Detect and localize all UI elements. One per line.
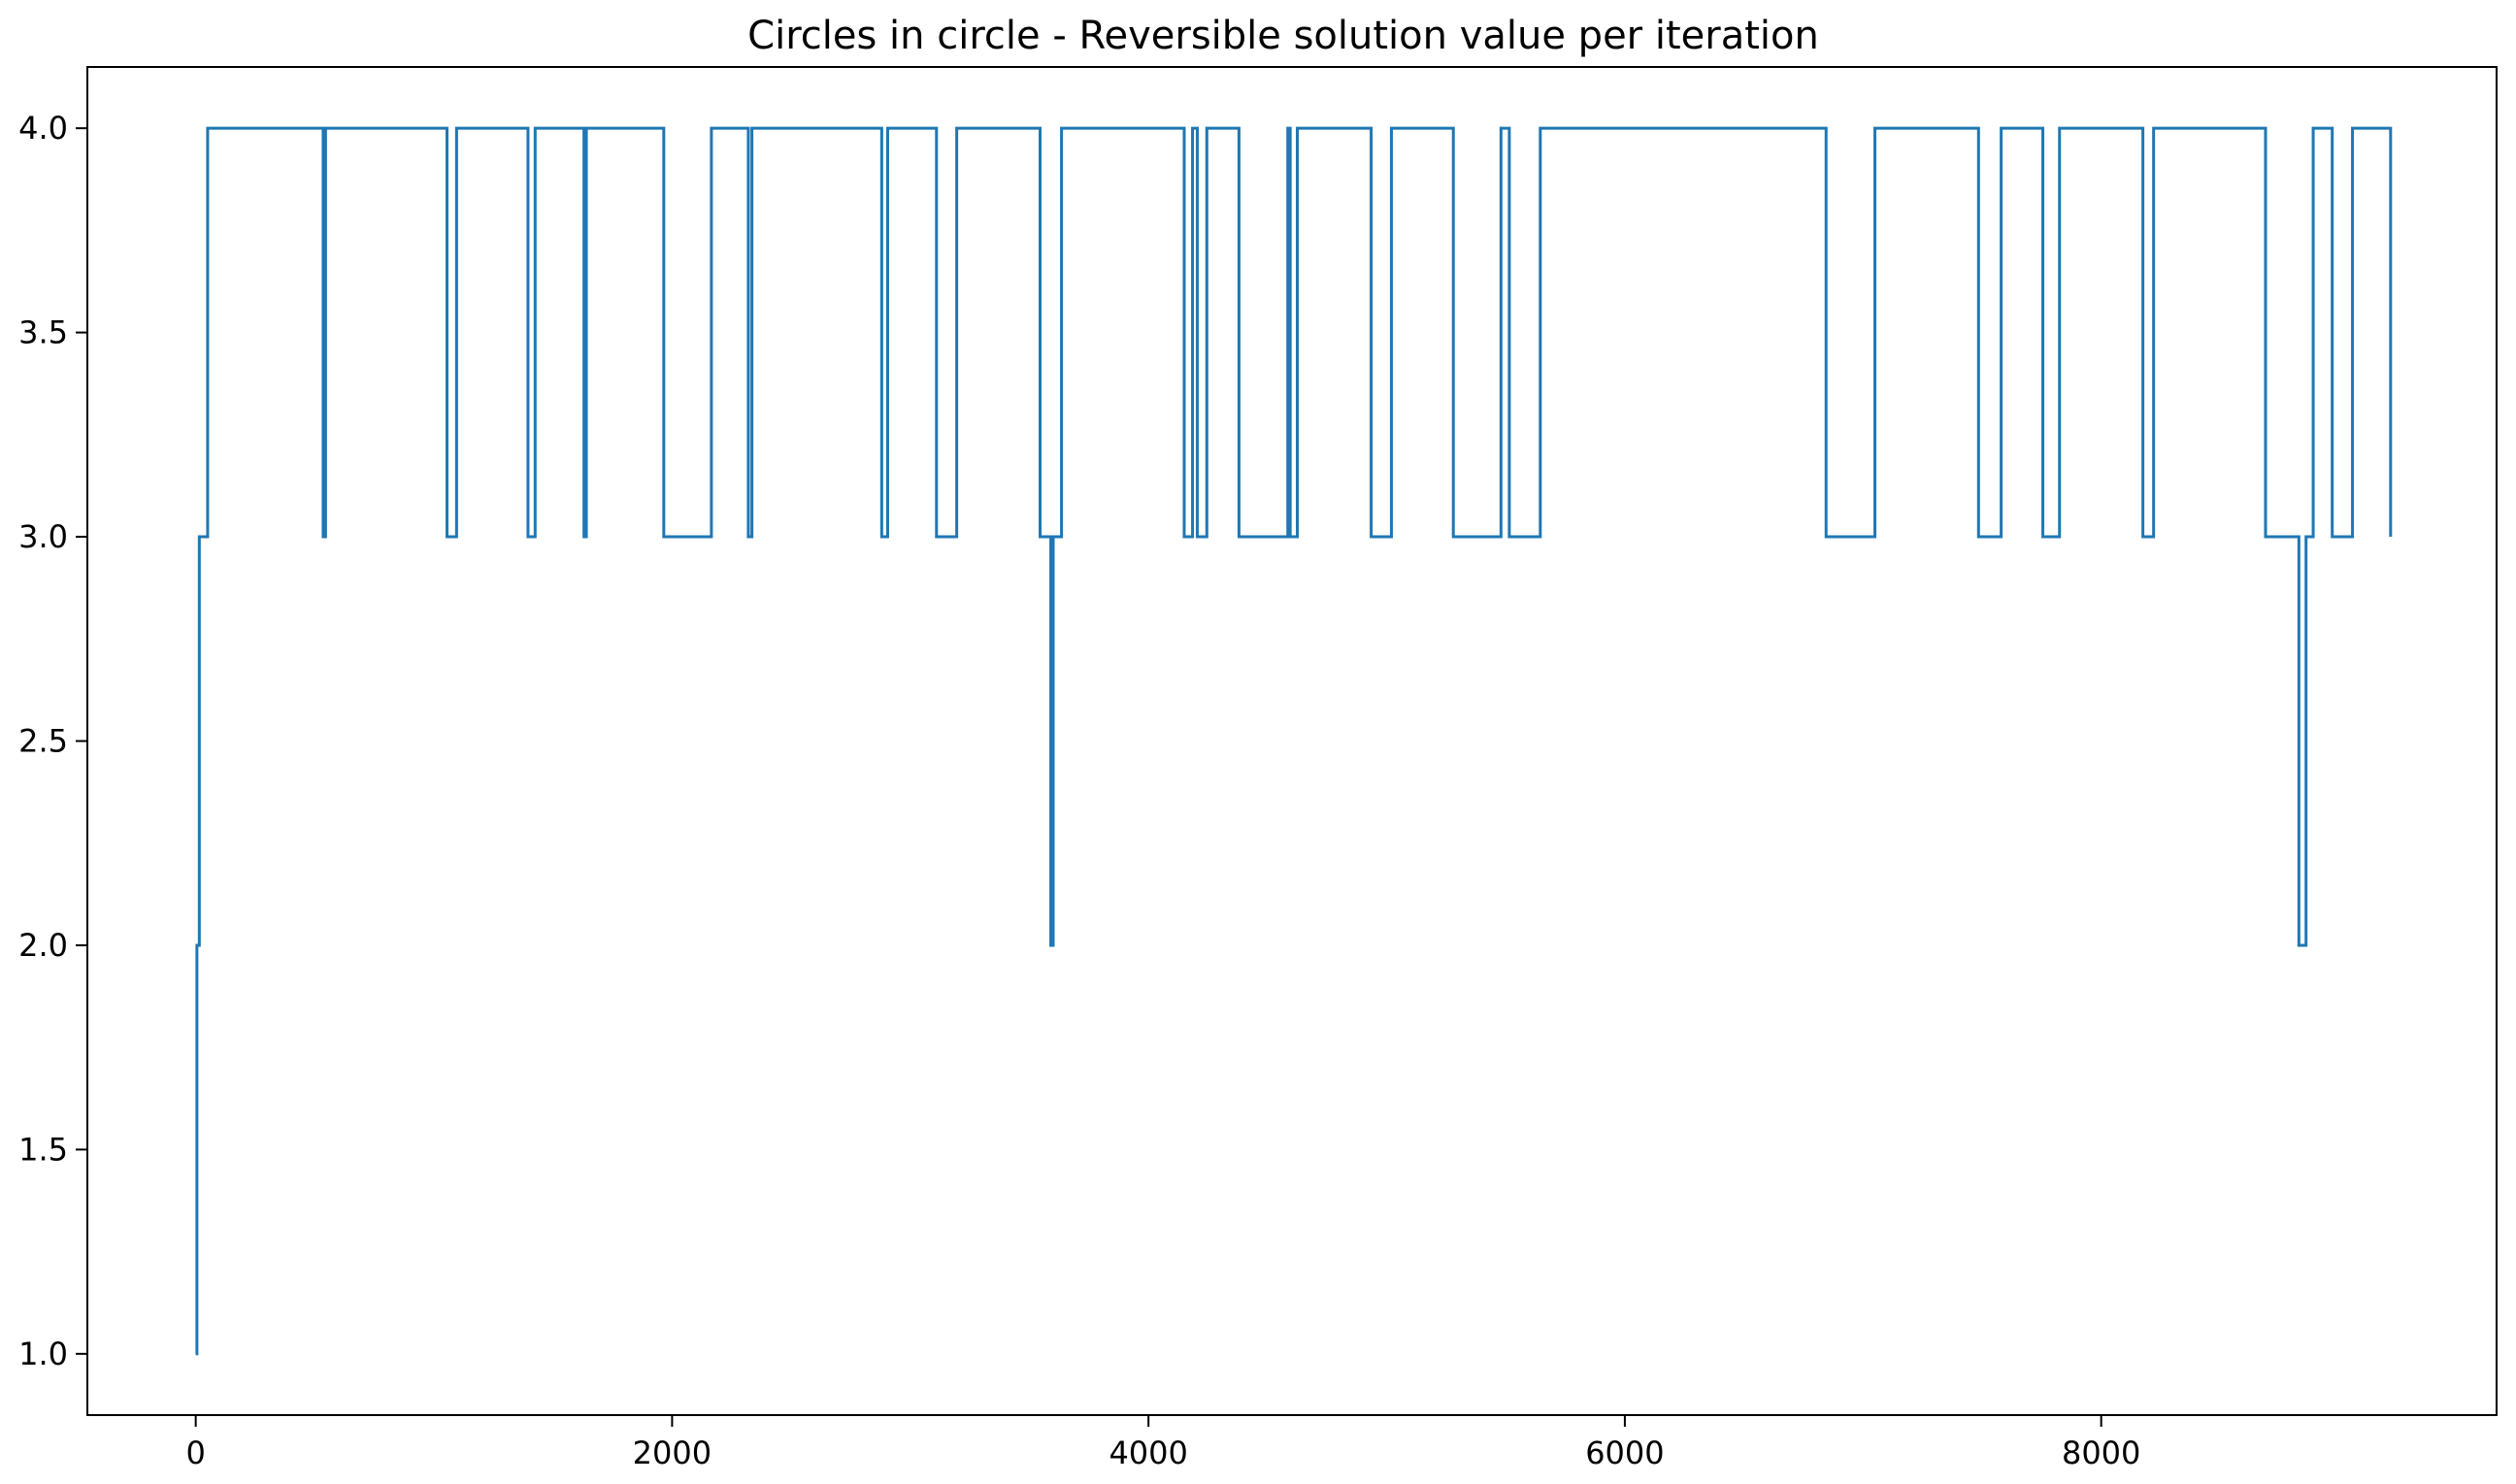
x-tick-label: 6000 [1585,1435,1664,1471]
series-line [195,126,2393,1356]
y-tick-label: 2.0 [18,927,68,964]
x-tick-label: 4000 [1109,1435,1187,1471]
y-tick-label: 4.0 [18,110,68,147]
x-tick-label: 8000 [2062,1435,2140,1471]
x-tick-label: 2000 [633,1435,712,1471]
plot-area-frame [86,66,2498,1416]
y-tick-label: 3.5 [18,314,68,351]
series-layer [195,126,2393,1356]
y-tick-label: 2.5 [18,723,68,760]
x-tick-label: 0 [185,1435,205,1471]
chart-title: Circles in circle - Reversible solution … [747,14,1819,58]
x-axis: 0 2000 4000 6000 8000 [185,1415,2140,1471]
y-tick-label: 1.0 [18,1336,68,1372]
y-tick-label: 1.5 [18,1131,68,1168]
y-axis: 1.0 1.5 2.0 2.5 3.0 3.5 4.0 [18,110,87,1372]
y-tick-label: 3.0 [18,518,68,555]
